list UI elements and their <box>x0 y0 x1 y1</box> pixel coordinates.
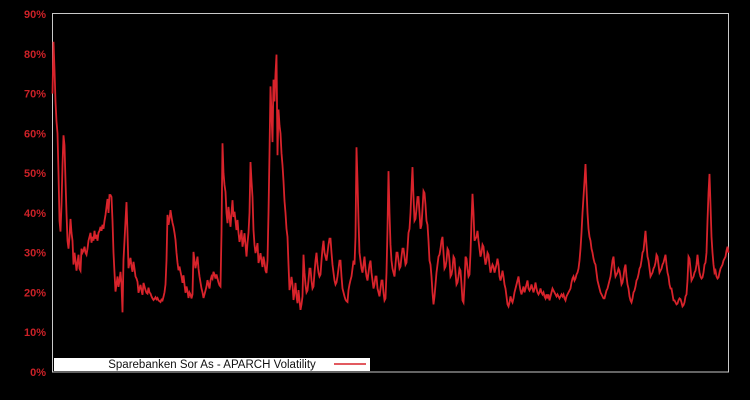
legend: Sparebanken Sor As - APARCH Volatility <box>54 358 370 371</box>
y-tick-label: 20% <box>24 287 46 299</box>
y-tick-label: 30% <box>24 248 46 260</box>
y-tick-label: 90% <box>24 9 46 21</box>
legend-box <box>54 358 370 371</box>
y-tick-label: 0% <box>30 367 46 379</box>
plot-border <box>52 13 729 373</box>
y-axis: 0% 10% 20% 30% 40% 50% 60% 70% 80% 90% <box>24 9 46 379</box>
y-tick-label: 10% <box>24 327 46 339</box>
y-tick-label: 50% <box>24 168 46 180</box>
y-tick-label: 40% <box>24 208 46 220</box>
y-tick-label: 70% <box>24 89 46 101</box>
volatility-line <box>51 41 730 313</box>
legend-label: Sparebanken Sor As - APARCH Volatility <box>108 359 316 371</box>
y-tick-label: 80% <box>24 49 46 61</box>
y-tick-label: 60% <box>24 128 46 140</box>
